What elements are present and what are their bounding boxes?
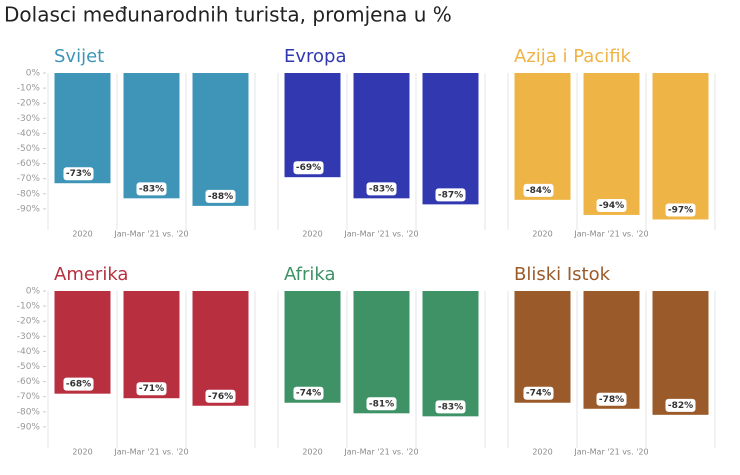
value-label: -69% bbox=[296, 163, 321, 173]
bar bbox=[583, 291, 640, 409]
value-label: -97% bbox=[668, 205, 693, 215]
bar bbox=[422, 73, 479, 205]
bar bbox=[123, 291, 180, 399]
value-label-bg bbox=[205, 189, 236, 203]
value-label-bg bbox=[293, 161, 324, 175]
value-label-bg bbox=[63, 377, 94, 391]
x-tick-label: 2020 bbox=[302, 230, 322, 239]
panel-title: Bliski Istok bbox=[514, 264, 611, 285]
value-label-bg bbox=[596, 198, 627, 212]
bar bbox=[514, 291, 571, 403]
value-label-bg bbox=[366, 182, 397, 196]
y-tick-label: -70% bbox=[17, 174, 41, 184]
y-tick-label: -50% bbox=[17, 144, 41, 154]
panel-title: Evropa bbox=[284, 46, 347, 67]
bar bbox=[514, 73, 571, 200]
bar bbox=[284, 291, 341, 403]
panel-title: Afrika bbox=[284, 264, 336, 285]
y-tick-label: -10% bbox=[17, 84, 41, 94]
value-label-bg bbox=[665, 203, 696, 217]
x-tick-label: Jan-Mar '21 vs. '20 bbox=[113, 448, 188, 457]
panel-title: Azija i Pacifik bbox=[514, 46, 632, 67]
value-label-bg bbox=[665, 398, 696, 412]
bar bbox=[54, 73, 111, 184]
value-label-bg bbox=[63, 167, 94, 181]
x-tick-label: Jan-Mar '21 vs. '20 bbox=[113, 230, 188, 239]
y-tick-label: -40% bbox=[17, 347, 41, 357]
value-label: -83% bbox=[438, 402, 463, 412]
value-label: -71% bbox=[139, 384, 164, 394]
value-label: -83% bbox=[139, 184, 164, 194]
value-label: -74% bbox=[296, 389, 321, 399]
value-label: -78% bbox=[599, 395, 624, 405]
bar bbox=[422, 291, 479, 417]
y-tick-label: -30% bbox=[17, 114, 41, 124]
y-tick-label: -80% bbox=[17, 189, 41, 199]
value-label: -68% bbox=[66, 380, 91, 390]
value-label-bg bbox=[205, 389, 236, 403]
bar bbox=[652, 291, 709, 415]
value-label-bg bbox=[293, 386, 324, 400]
y-tick-label: -20% bbox=[17, 317, 41, 327]
value-label: -74% bbox=[526, 389, 551, 399]
bar bbox=[353, 73, 410, 199]
bar bbox=[353, 291, 410, 414]
y-tick-label: -80% bbox=[17, 407, 41, 417]
value-label-bg bbox=[366, 397, 397, 411]
y-tick-label: 0% bbox=[26, 287, 41, 297]
value-label-bg bbox=[523, 183, 554, 197]
value-label-bg bbox=[136, 182, 167, 196]
x-tick-label: Jan-Mar '21 vs. '20 bbox=[343, 448, 418, 457]
y-tick-label: -60% bbox=[17, 159, 41, 169]
panel-title: Amerika bbox=[54, 264, 128, 285]
chart-title: Dolasci međunarodnih turista, promjena u… bbox=[4, 3, 452, 27]
value-label: -94% bbox=[599, 201, 624, 211]
value-label: -83% bbox=[369, 184, 394, 194]
value-label: -76% bbox=[208, 392, 233, 402]
bar bbox=[284, 73, 341, 178]
bar bbox=[54, 291, 111, 394]
value-label-bg bbox=[435, 188, 466, 202]
bar bbox=[652, 73, 709, 220]
value-label: -82% bbox=[668, 401, 693, 411]
y-tick-label: 0% bbox=[26, 69, 41, 79]
value-label: -88% bbox=[208, 192, 233, 202]
bar bbox=[192, 73, 249, 206]
x-tick-label: 2020 bbox=[72, 448, 92, 457]
value-label-bg bbox=[136, 382, 167, 396]
value-label: -81% bbox=[369, 399, 394, 409]
value-label: -84% bbox=[526, 186, 551, 196]
bar bbox=[192, 291, 249, 406]
x-tick-label: Jan-Mar '21 vs. '20 bbox=[573, 230, 648, 239]
value-label: -73% bbox=[66, 169, 91, 179]
x-tick-label: 2020 bbox=[72, 230, 92, 239]
x-tick-label: 2020 bbox=[532, 448, 552, 457]
value-label-bg bbox=[435, 400, 466, 414]
bar bbox=[583, 73, 640, 215]
y-tick-label: -30% bbox=[17, 332, 41, 342]
x-tick-label: Jan-Mar '21 vs. '20 bbox=[573, 448, 648, 457]
value-label-bg bbox=[523, 386, 554, 400]
y-tick-label: -50% bbox=[17, 362, 41, 372]
bar bbox=[123, 73, 180, 199]
y-tick-label: -70% bbox=[17, 392, 41, 402]
y-tick-label: -60% bbox=[17, 377, 41, 387]
value-label-bg bbox=[596, 392, 627, 406]
x-tick-label: 2020 bbox=[302, 448, 322, 457]
y-tick-label: -40% bbox=[17, 129, 41, 139]
y-tick-label: -90% bbox=[17, 204, 41, 214]
x-tick-label: 2020 bbox=[532, 230, 552, 239]
x-tick-label: Jan-Mar '21 vs. '20 bbox=[343, 230, 418, 239]
panel-title: Svijet bbox=[54, 46, 104, 67]
y-tick-label: -10% bbox=[17, 302, 41, 312]
y-tick-label: -20% bbox=[17, 99, 41, 109]
value-label: -87% bbox=[438, 190, 463, 200]
y-tick-label: -90% bbox=[17, 422, 41, 432]
